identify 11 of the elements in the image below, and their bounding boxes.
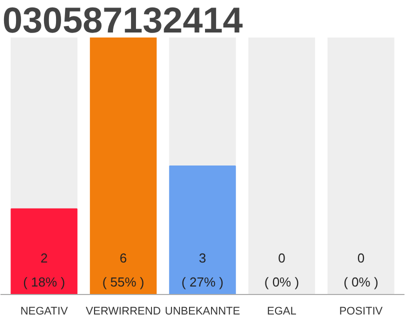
data-label: 2 ( 18% ) [23,250,66,290]
x-tick-label: UNBEKANNTE [164,306,240,318]
x-tick-label: EGAL [267,306,296,318]
data-label: 0 ( 0% ) [344,250,378,290]
data-label: 6 ( 55% ) [102,250,144,290]
x-tick-label: POSITIV [339,306,384,318]
x-tick-label: VERWIRREND [86,306,161,318]
data-label: 3 ( 27% ) [182,250,224,290]
chart-title: 030587132414 [2,0,243,40]
data-label: 0 ( 0% ) [264,250,300,290]
x-tick-label: NEGATIV [20,306,68,318]
